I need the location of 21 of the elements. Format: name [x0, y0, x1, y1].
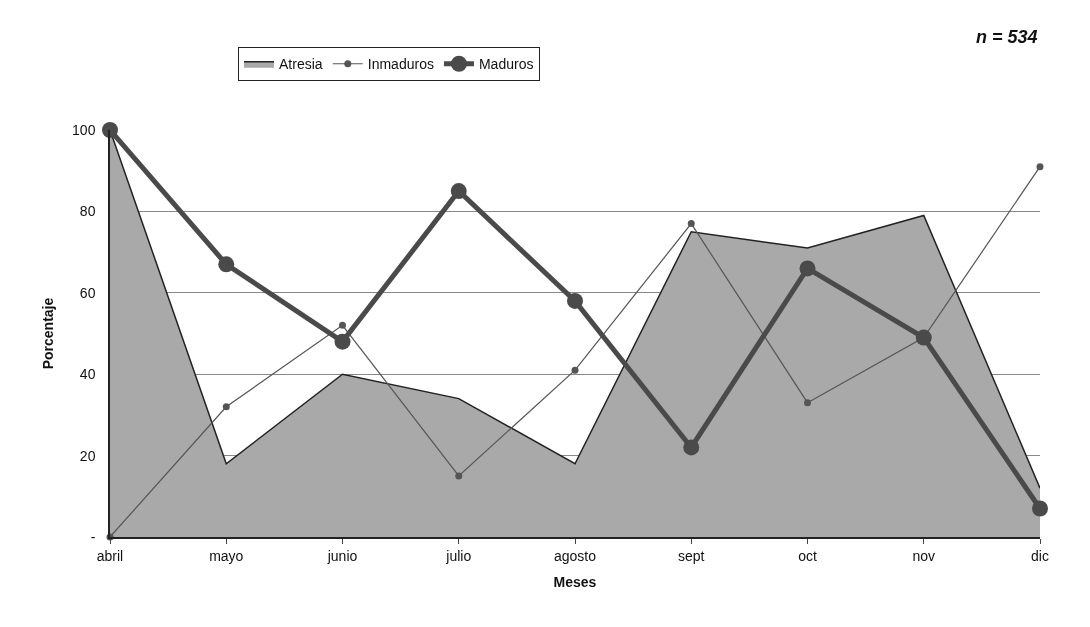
y-tick-label: 40 [79, 366, 96, 383]
x-tick-label: mayo [209, 547, 244, 564]
x-tick-label: junio [326, 547, 358, 564]
x-tick-label: julio [445, 547, 472, 564]
x-tick-label: abril [96, 547, 124, 564]
y-tick-label: 60 [79, 284, 96, 301]
x-tick-label: nov [912, 547, 936, 564]
x-tick-label: agosto [553, 547, 597, 564]
y-axis-title: Porcentaje [40, 297, 57, 370]
y-tick-label: - [90, 528, 96, 545]
y-tick-label: 80 [79, 203, 96, 220]
x-tick-label: dic [1031, 547, 1049, 564]
y-tick-label: 20 [79, 447, 96, 464]
text: n = 534 [976, 27, 1038, 47]
x-tick-label: oct [798, 547, 817, 564]
legend-label: Maduros [478, 56, 534, 73]
x-axis-title: Meses [553, 574, 597, 591]
legend-label: Atresia [279, 56, 323, 73]
x-tick-label: sept [678, 547, 705, 564]
legend-label: Inmaduros [367, 56, 434, 73]
y-tick-label: 100 [72, 121, 96, 138]
